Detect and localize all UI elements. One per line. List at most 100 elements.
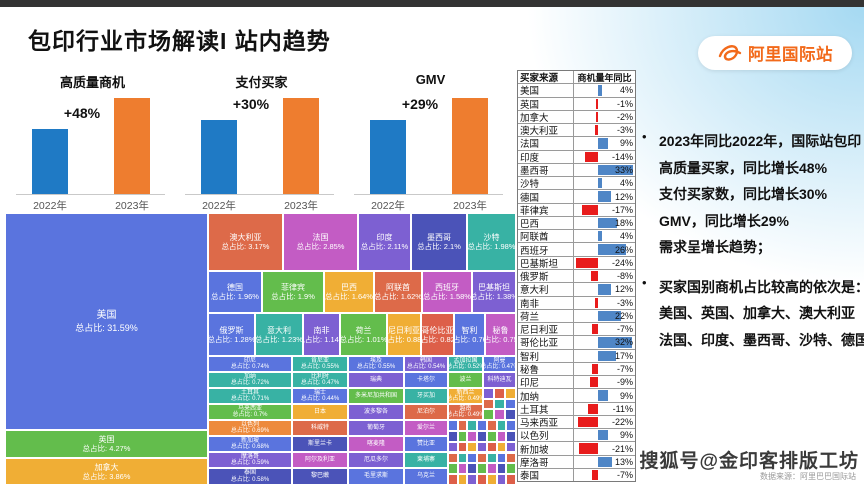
yoy-value: 12% [614, 284, 633, 295]
treemap-cell-share: 总占比: 2.11% [360, 242, 409, 251]
table-cell-country: 泰国 [518, 468, 574, 482]
treemap-micro-cell [496, 474, 507, 485]
treemap-cell-label: 孟加拉国 [453, 357, 478, 364]
treemap-cell-label: 波多黎各 [363, 408, 388, 415]
yoy-bar [598, 138, 608, 149]
table-cell-yoy: -11% [574, 403, 635, 415]
table-cell-yoy: 9% [574, 429, 635, 441]
bullet-item-1: • 2023年同比2022年，国际站包印 高质量买家，同比增长48% 支付买家数，同比… [642, 128, 862, 261]
treemap-cell-比利时: 比利时 总占比: 0.47% [292, 372, 348, 388]
treemap-micro-cell [486, 441, 497, 453]
table-cell-yoy: 32% [574, 336, 635, 348]
treemap-cell-德国: 德国 总占比: 1.96% [208, 271, 262, 313]
treemap-cell-label: 毛里求斯 [363, 473, 388, 480]
treemap-cell-label: 阿曼 [493, 357, 506, 364]
treemap-micro-cell [506, 463, 516, 475]
treemap-cell-label: 沙特 [483, 233, 500, 242]
treemap-micro-cell [477, 430, 487, 442]
treemap-cell-share: 总占比: 1.58% [423, 292, 471, 301]
treemap-cell-label: 新西兰 [456, 389, 475, 396]
treemap-cell-韩国: 韩国 总占比: 0.54% [404, 356, 448, 372]
treemap-cell-share: 总占比: 0.52% [448, 364, 483, 370]
table-row: 印度 -14% [518, 149, 635, 163]
treemap-cell-label: 喀麦隆 [366, 440, 385, 447]
treemap-cell-share: 总占比: 1.38% [472, 292, 516, 301]
treemap-micro-cell [505, 398, 516, 410]
yoy-value: -17% [611, 204, 633, 215]
yoy-value: 9% [619, 390, 633, 401]
chart-x-label: 2022年 [33, 200, 67, 212]
treemap-cell-share: 总占比: 0.49% [448, 396, 483, 402]
treemap-cell-毛里求斯: 毛里求斯 [348, 468, 404, 485]
treemap-cell-share: 总占比: 1.98% [467, 242, 516, 251]
treemap-cell-柬埔寨: 柬埔寨 [404, 452, 448, 468]
yoy-value: -3% [616, 297, 633, 308]
yoy-bar [598, 217, 618, 229]
yoy-value: 9% [619, 138, 633, 149]
treemap-cell-label: 南非 [313, 325, 330, 335]
yoy-bar [596, 98, 598, 109]
treemap-cell-多米尼加共和国: 多米尼加共和国 [348, 388, 404, 404]
table-row: 意大利 12% [518, 282, 635, 296]
treemap-cell-巴基斯坦: 巴基斯坦 总占比: 1.38% [472, 271, 516, 313]
treemap-cell-share: 总占比: 0.88% [387, 334, 421, 344]
treemap-cell-label: 黎巴嫩 [310, 473, 329, 480]
treemap-cell-波兰: 波兰 [448, 372, 483, 388]
yoy-bar [598, 191, 611, 202]
table-cell-yoy: 33% [574, 164, 635, 176]
yoy-bar [598, 284, 611, 295]
treemap-cell-label: 墨西哥 [427, 233, 451, 242]
table-cell-yoy: 12% [574, 283, 635, 295]
treemap-cell-label: 斯里兰卡 [307, 440, 332, 447]
treemap-cell-share: 总占比: 0.49% [448, 412, 483, 418]
table-cell-yoy: 13% [574, 456, 635, 468]
treemap-micro-cell [496, 420, 507, 431]
treemap-micro-cell [457, 430, 468, 442]
treemap-micro-cell [467, 420, 478, 431]
treemap-cell-label: 摩洛哥 [240, 453, 259, 460]
treemap-cell-share: 总占比: 0.54% [406, 364, 446, 370]
table-cell-yoy: 4% [574, 177, 635, 189]
treemap-cell-share: 总占比: 0.82% [421, 334, 453, 344]
treemap-cell-新西兰: 新西兰 总占比: 0.49% [448, 388, 483, 404]
table-row: 智利 17% [518, 348, 635, 362]
chart-x-label: 2023年 [115, 200, 149, 212]
treemap-cell-share: 总占比: 1.28% [208, 334, 255, 344]
treemap-cell-label: 厄瓜多尔 [363, 456, 388, 463]
table-row: 墨西哥 33% [518, 162, 635, 177]
treemap-cell-share: 总占比: 0.68% [230, 444, 270, 450]
treemap-cell-阿尔及利亚: 阿尔及利亚 [292, 452, 348, 468]
treemap-cell-爱尔兰: 爱尔兰 [404, 420, 448, 436]
yoy-value: 13% [614, 456, 633, 467]
treemap-cell-葡萄牙: 葡萄牙 [348, 420, 404, 436]
treemap-cell-label: 新加坡 [240, 437, 259, 444]
treemap-cell-波多黎各: 波多黎各 [348, 404, 404, 420]
page-title: 包印行业市场解读I 站内趋势 [28, 28, 331, 54]
table-row: 巴西 18% [518, 215, 635, 230]
table-row: 泰国 -7% [518, 467, 635, 482]
table-header-buyer-source: 买家来源 [518, 71, 574, 84]
yoy-bar [598, 430, 608, 441]
treemap-cell-share: 总占比: 31.59% [75, 322, 138, 333]
table-cell-country: 南非 [518, 296, 574, 309]
treemap-cell-share: 总占比: 3.17% [221, 242, 270, 251]
treemap-cell-label: 马来西亚 [237, 405, 262, 412]
yoy-value: -7% [616, 470, 633, 481]
yoy-value: -22% [611, 417, 633, 428]
table-cell-country: 荷兰 [518, 309, 574, 323]
alibaba-logo-text: 阿里国际站 [748, 46, 833, 64]
table-cell-country: 马来西亚 [518, 415, 574, 429]
treemap-micro-cell [506, 430, 516, 442]
treemap-cell-label: 西班牙 [435, 283, 459, 292]
chart-bar-2022年 [201, 120, 237, 194]
treemap-cell-印度: 印度 总占比: 2.11% [358, 213, 411, 271]
table-cell-yoy: 12% [574, 190, 635, 202]
treemap-cell-印尼: 印尼 总占比: 0.74% [208, 356, 292, 372]
yoy-bar [576, 257, 598, 268]
treemap-cell-label: 美国 [96, 309, 117, 321]
table-cell-country: 墨西哥 [518, 163, 574, 177]
treemap-cell-label: 意大利 [267, 325, 291, 335]
treemap-cell-share: 总占比: 1.01% [340, 334, 387, 344]
treemap-micro-cell [505, 409, 516, 420]
